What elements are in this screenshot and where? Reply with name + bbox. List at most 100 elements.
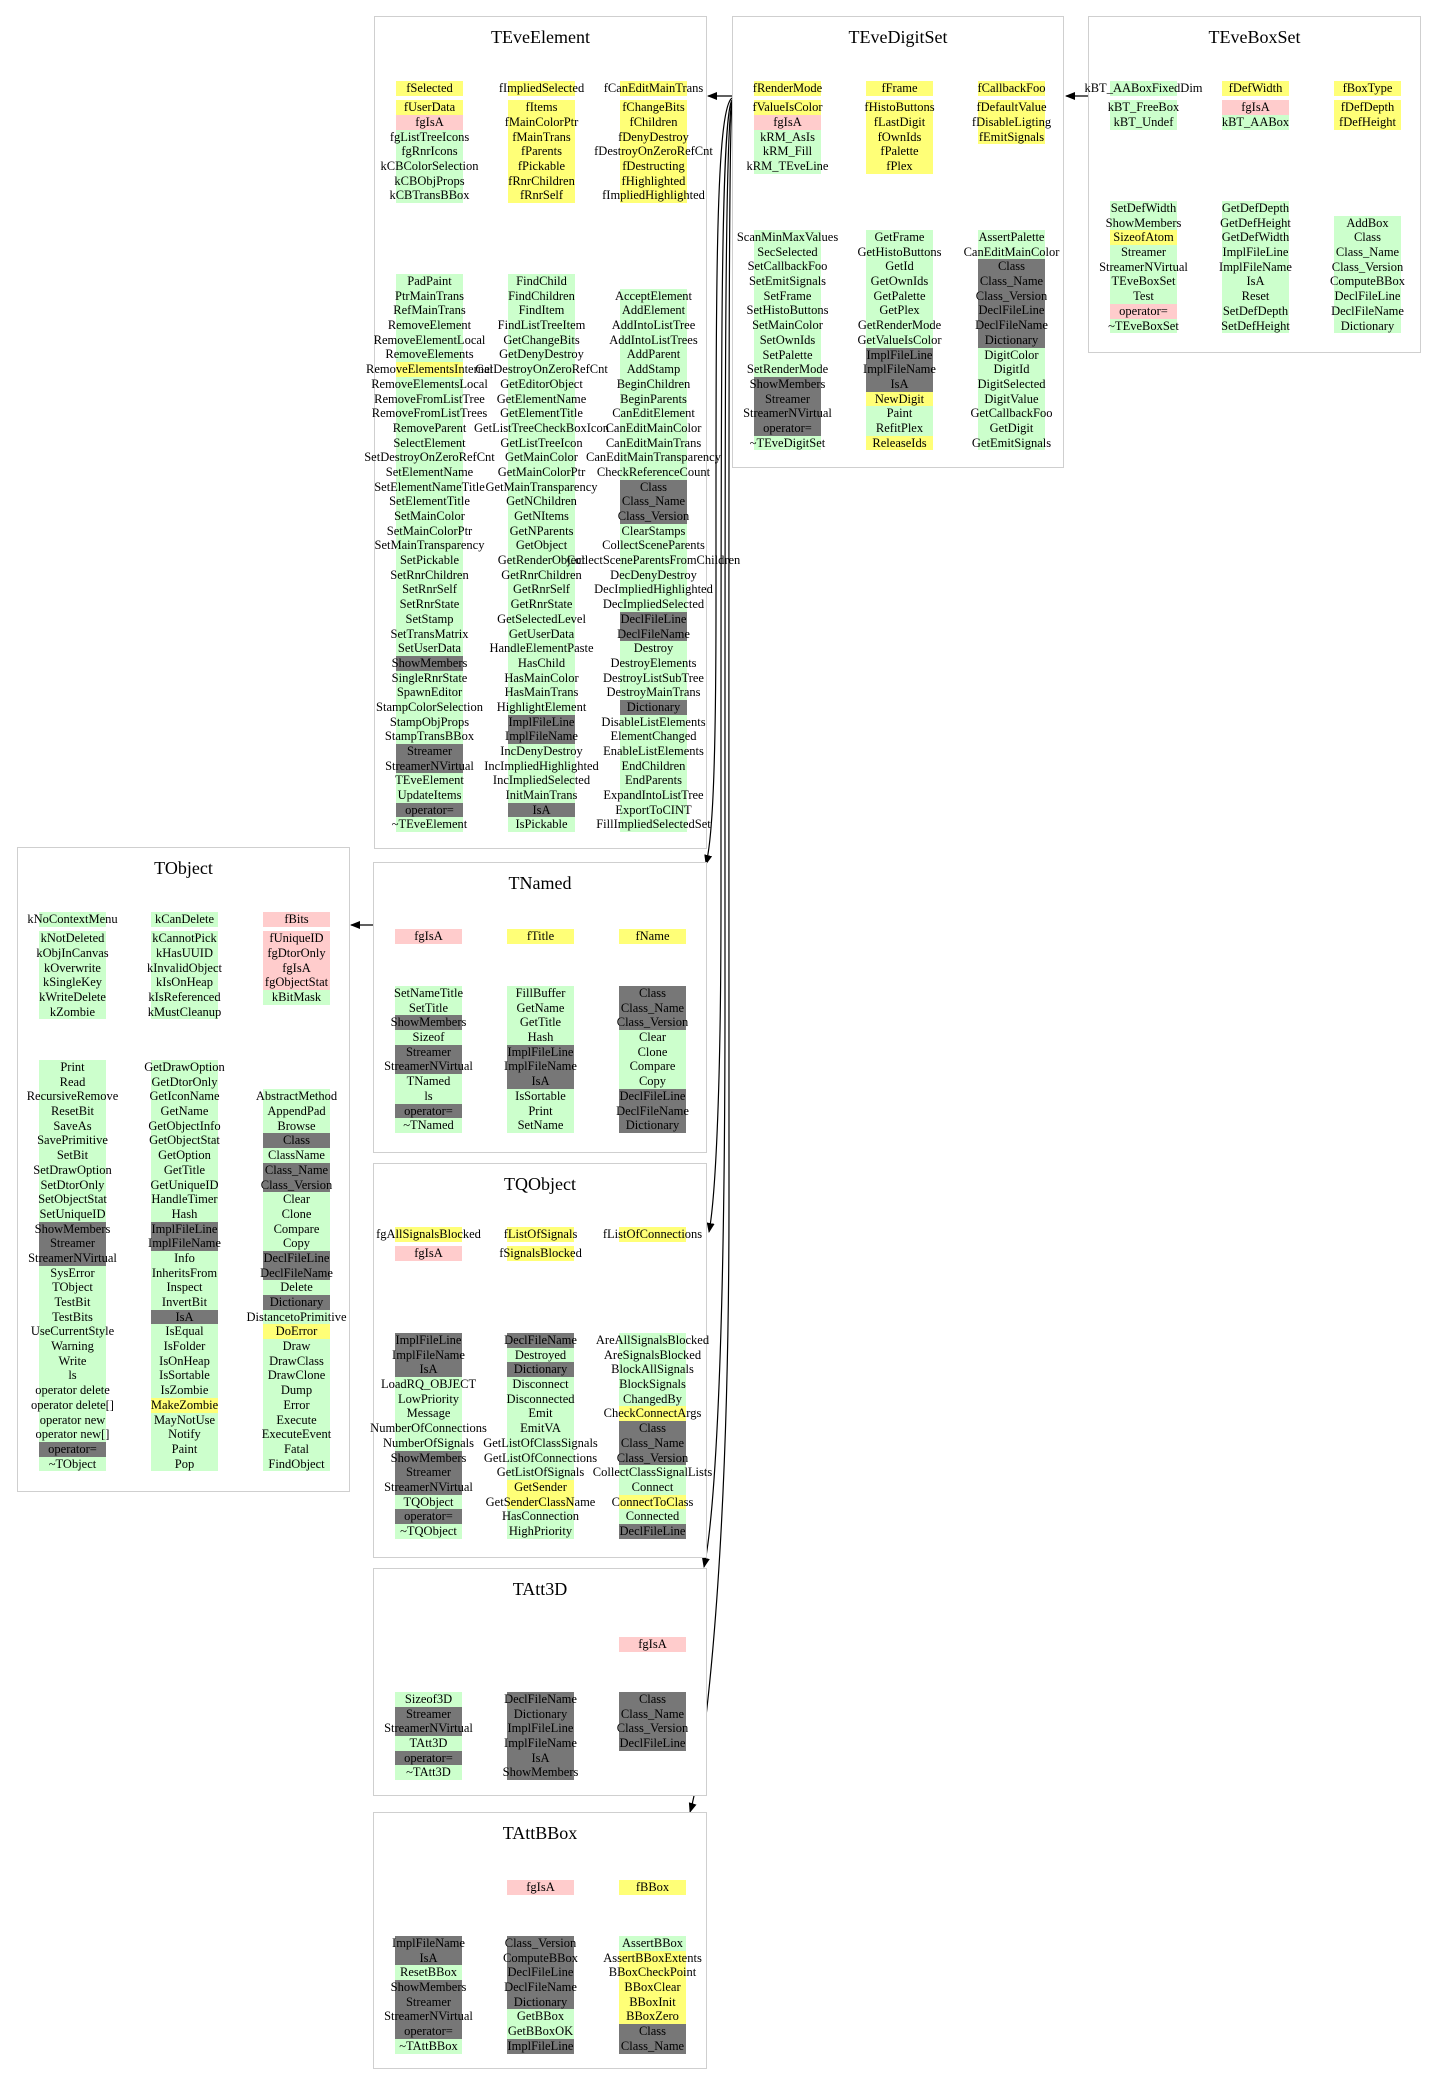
method-abstractmethod[interactable]: AbstractMethod: [255, 1089, 338, 1105]
method-operator[interactable]: operator=: [39, 1441, 106, 1457]
method-spawneditor[interactable]: SpawnEditor: [396, 685, 463, 700]
member-fchildren[interactable]: fChildren: [620, 114, 687, 130]
method-copy[interactable]: Copy: [263, 1236, 330, 1251]
method-distancetoprimitive[interactable]: DistancetoPrimitive: [246, 1309, 347, 1325]
method-getdtoronly[interactable]: GetDtorOnly: [151, 1074, 218, 1090]
method-clone[interactable]: Clone: [619, 1044, 686, 1060]
method-beginparents[interactable]: BeginParents: [620, 391, 687, 407]
method-setcallbackfoo[interactable]: SetCallbackFoo: [747, 259, 828, 275]
member-fbits[interactable]: fBits: [263, 912, 330, 927]
member-kcbobjprops[interactable]: kCBObjProps: [394, 173, 465, 189]
member-fgisa[interactable]: fgIsA: [1222, 100, 1289, 115]
method-getdrawoption[interactable]: GetDrawOption: [144, 1060, 225, 1075]
method-sizeof[interactable]: Sizeof: [395, 1030, 462, 1045]
member-fdefaultvalue[interactable]: fDefaultValue: [976, 100, 1047, 115]
method-bboxzero[interactable]: BBoxZero: [619, 2009, 686, 2025]
method-getmaincolorptr[interactable]: GetMainColorPtr: [497, 464, 586, 480]
method-setframe[interactable]: SetFrame: [754, 288, 821, 304]
method-setuniqueid[interactable]: SetUniqueID: [39, 1206, 106, 1222]
method-isa[interactable]: IsA: [507, 1750, 574, 1766]
member-flastdigit[interactable]: fLastDigit: [866, 114, 933, 130]
method-getnitems[interactable]: GetNItems: [508, 509, 575, 524]
method-getdigit[interactable]: GetDigit: [978, 420, 1045, 436]
method-teveelement[interactable]: ~TEveElement: [391, 817, 468, 833]
method-bboxcheckpoint[interactable]: BBoxCheckPoint: [608, 1965, 697, 1981]
method-getname[interactable]: GetName: [151, 1104, 218, 1119]
member-fitems[interactable]: fItems: [508, 100, 575, 115]
member-ksinglekey[interactable]: kSingleKey: [39, 975, 106, 990]
method-setdrawoption[interactable]: SetDrawOption: [33, 1162, 112, 1178]
member-fglisttreeicons[interactable]: fgListTreeIcons: [389, 129, 470, 145]
method-operator[interactable]: operator=: [395, 1103, 462, 1119]
method-declfilename[interactable]: DeclFileName: [616, 1103, 689, 1119]
class-box-tevedigitset[interactable]: TEveDigitSet fRenderMode fValueIsColor fgIs…: [732, 16, 1064, 468]
member-fdenydestroy[interactable]: fDenyDestroy: [618, 129, 689, 145]
method-addintolisttrees[interactable]: AddIntoListTrees: [609, 332, 698, 348]
method-getvalueiscolor[interactable]: GetValueIsColor: [857, 332, 942, 348]
method-areallsignalsblocked[interactable]: AreAllSignalsBlocked: [595, 1333, 710, 1348]
method-resetbbox[interactable]: ResetBBox: [395, 1965, 462, 1981]
method-operator[interactable]: operator=: [395, 1509, 462, 1524]
method-class[interactable]: Class: [619, 1421, 686, 1436]
member-fgobjectstat[interactable]: fgObjectStat: [263, 975, 330, 990]
method-streamer[interactable]: Streamer: [395, 1044, 462, 1060]
method-implfilename[interactable]: ImplFileName: [1219, 259, 1292, 275]
method-showmembers[interactable]: ShowMembers: [749, 376, 826, 392]
method-declfilename[interactable]: DeclFileName: [260, 1265, 333, 1281]
method-declfileline[interactable]: DeclFileLine: [620, 611, 687, 627]
method-tqobject[interactable]: TQObject: [395, 1494, 462, 1510]
method-caneditmaintransparency[interactable]: CanEditMainTransparency: [586, 450, 721, 465]
method-geticonname[interactable]: GetIconName: [149, 1089, 220, 1105]
method-getuserdata[interactable]: GetUserData: [508, 626, 575, 642]
method-getobjectstat[interactable]: GetObjectStat: [149, 1133, 220, 1149]
method-isa[interactable]: IsA: [395, 1950, 462, 1966]
method-browse[interactable]: Browse: [263, 1118, 330, 1134]
method-setelementtitle[interactable]: SetElementTitle: [389, 494, 470, 509]
method-secselected[interactable]: SecSelected: [754, 244, 821, 260]
method-getdenydestroy[interactable]: GetDenyDestroy: [499, 347, 584, 363]
method-initmaintrans[interactable]: InitMainTrans: [505, 788, 578, 803]
member-fmaincolorptr[interactable]: fMainColorPtr: [504, 114, 579, 130]
method-getdefheight[interactable]: GetDefHeight: [1220, 215, 1291, 231]
member-kwritedelete[interactable]: kWriteDelete: [39, 989, 106, 1005]
method-releaseids[interactable]: ReleaseIds: [866, 435, 933, 451]
member-fgrnricons[interactable]: fgRnrIcons: [396, 144, 463, 159]
method-expandintolisttree[interactable]: ExpandIntoListTree: [603, 788, 704, 803]
method-issortable[interactable]: IsSortable: [507, 1088, 574, 1104]
method-digitvalue[interactable]: DigitValue: [978, 391, 1045, 407]
method-isequal[interactable]: IsEqual: [151, 1324, 218, 1340]
method-incdenydestroy[interactable]: IncDenyDestroy: [500, 744, 583, 759]
method-dictionary[interactable]: Dictionary: [507, 1994, 574, 2010]
method-refmaintrans[interactable]: RefMainTrans: [393, 303, 466, 319]
method-resetbit[interactable]: ResetBit: [39, 1104, 106, 1119]
member-khasuuid[interactable]: kHasUUID: [151, 945, 218, 961]
method-setpickable[interactable]: SetPickable: [396, 553, 463, 568]
method-class-version[interactable]: Class_Version: [1331, 259, 1404, 275]
method-hash[interactable]: Hash: [151, 1206, 218, 1222]
method-implfileline[interactable]: ImplFileLine: [151, 1221, 218, 1237]
method-streamer[interactable]: Streamer: [395, 1706, 462, 1722]
member-koverwrite[interactable]: kOverwrite: [39, 960, 106, 976]
method-setmaincolor[interactable]: SetMainColor: [394, 509, 465, 524]
method-teveelement[interactable]: TEveElement: [395, 773, 464, 789]
method-class-name[interactable]: Class_Name: [619, 1000, 686, 1016]
method-getlisttreecheckboxicon[interactable]: GetListTreeCheckBoxIcon: [474, 420, 609, 436]
method-inheritsfrom[interactable]: InheritsFrom: [151, 1265, 218, 1281]
method-setemitsignals[interactable]: SetEmitSignals: [748, 274, 827, 289]
method-highpriority[interactable]: HighPriority: [507, 1523, 574, 1539]
method-blockallsignals[interactable]: BlockAllSignals: [611, 1362, 694, 1378]
method-showmembers[interactable]: ShowMembers: [390, 1450, 467, 1466]
method-operator[interactable]: operator=: [1110, 303, 1177, 319]
method-isa[interactable]: IsA: [395, 1362, 462, 1378]
method-delete[interactable]: Delete: [263, 1280, 330, 1296]
member-fboxtype[interactable]: fBoxType: [1334, 81, 1401, 96]
method-declfileline[interactable]: DeclFileLine: [1334, 289, 1401, 304]
method-class-version[interactable]: Class_Version: [616, 1721, 689, 1737]
method-digitcolor[interactable]: DigitColor: [978, 347, 1045, 363]
method-declfileline[interactable]: DeclFileLine: [978, 303, 1045, 319]
method-isa[interactable]: IsA: [508, 802, 575, 818]
method-hasmaintrans[interactable]: HasMainTrans: [504, 685, 579, 700]
member-frnrself[interactable]: fRnrSelf: [508, 188, 575, 203]
method-checkreferencecount[interactable]: CheckReferenceCount: [596, 464, 711, 480]
method-declfilename[interactable]: DeclFileName: [504, 1333, 577, 1348]
